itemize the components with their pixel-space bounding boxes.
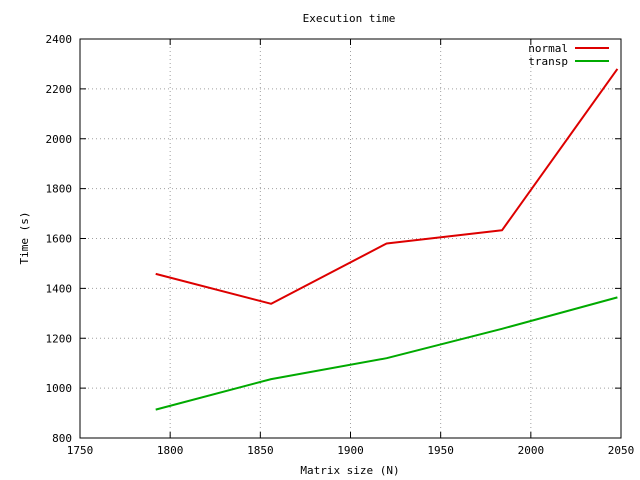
y-tick-label: 1000 <box>46 382 73 395</box>
x-tick-label: 2050 <box>608 444 635 457</box>
y-tick-label: 1200 <box>46 332 73 345</box>
legend-label-normal: normal <box>528 42 568 55</box>
legend-label-transp: transp <box>528 55 568 68</box>
x-tick-label: 1800 <box>157 444 184 457</box>
x-tick-label: 2000 <box>518 444 545 457</box>
y-tick-label: 1600 <box>46 233 73 246</box>
x-tick-label: 1950 <box>427 444 454 457</box>
chart-title: Execution time <box>303 12 396 25</box>
y-axis-label: Time (s) <box>18 212 31 265</box>
y-tick-label: 2400 <box>46 33 73 46</box>
axis-ticks: 1750 1800 1850 1900 1950 2000 2050 800 1000 1200 1… <box>46 33 635 457</box>
y-tick-label: 2200 <box>46 83 73 96</box>
x-tick-label: 1850 <box>247 444 274 457</box>
y-tick-label: 1400 <box>46 282 73 295</box>
y-tick-label: 2000 <box>46 133 73 146</box>
x-axis-label: Matrix size (N) <box>300 464 399 477</box>
series-line-normal <box>155 68 619 305</box>
series-lines <box>155 68 619 411</box>
plot-frame <box>79 38 622 439</box>
series-line-transp <box>155 296 618 411</box>
x-tick-label: 1750 <box>67 444 94 457</box>
y-tick-label: 800 <box>52 432 72 445</box>
y-tick-label: 1800 <box>46 183 73 196</box>
x-tick-label: 1900 <box>337 444 364 457</box>
grid <box>80 39 621 438</box>
